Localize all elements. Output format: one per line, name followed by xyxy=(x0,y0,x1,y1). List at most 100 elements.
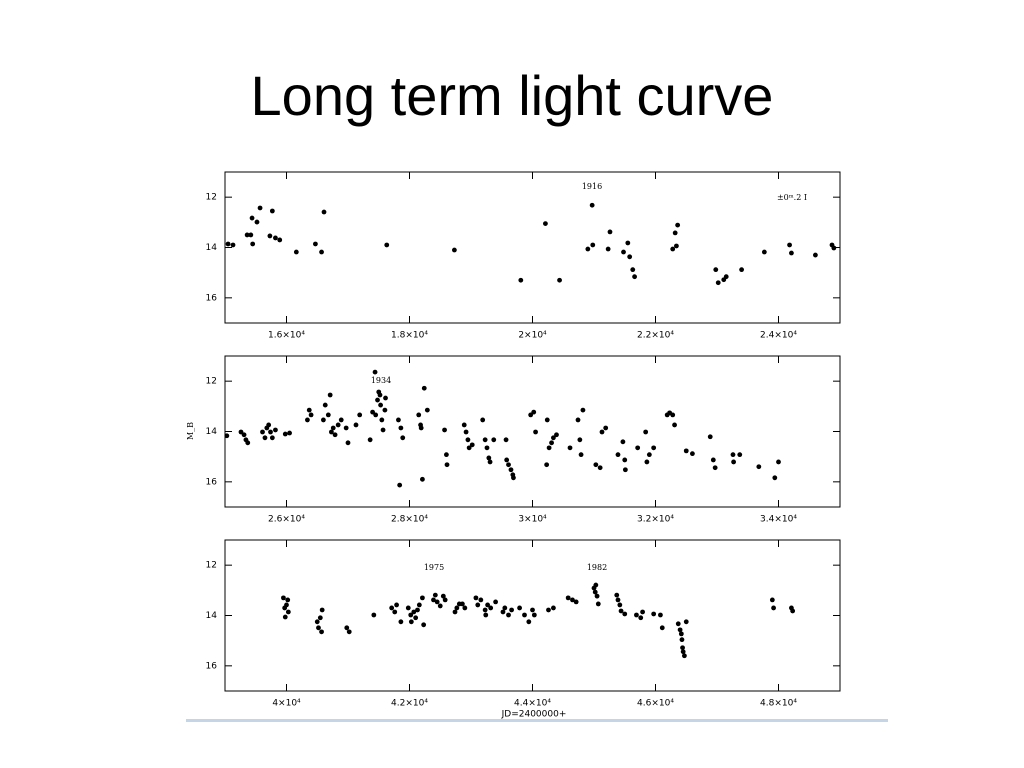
data-point xyxy=(421,622,427,628)
data-point xyxy=(504,457,510,463)
data-point xyxy=(761,249,767,255)
x-tick-label: 1.8×10⁴ xyxy=(391,331,428,341)
data-point xyxy=(599,429,605,435)
data-point xyxy=(672,422,677,428)
data-point xyxy=(546,445,552,451)
data-point xyxy=(615,452,621,458)
data-point xyxy=(680,649,686,655)
data-point xyxy=(595,601,601,607)
data-point xyxy=(593,582,599,588)
data-point xyxy=(277,237,283,243)
data-point xyxy=(690,451,695,457)
x-tick-label: 4.4×10⁴ xyxy=(514,699,551,709)
annotation: 1975 xyxy=(424,563,444,572)
data-point xyxy=(322,402,328,408)
data-point xyxy=(487,459,493,465)
data-point xyxy=(269,435,275,441)
x-tick-label: 3×10⁴ xyxy=(518,515,547,525)
data-point xyxy=(440,593,446,599)
data-point xyxy=(503,437,509,443)
data-point xyxy=(421,385,427,391)
data-point xyxy=(241,432,247,438)
x-tick-label: 2.2×10⁴ xyxy=(637,331,674,341)
data-point xyxy=(442,597,448,603)
data-point xyxy=(620,439,626,445)
data-point xyxy=(632,274,637,280)
data-point xyxy=(622,467,628,473)
data-point xyxy=(618,608,624,614)
plot-frame xyxy=(224,355,841,508)
data-point xyxy=(543,221,548,226)
data-point xyxy=(573,599,579,605)
data-point xyxy=(585,246,591,252)
plot-frame xyxy=(224,171,841,324)
data-point xyxy=(469,442,475,448)
data-point xyxy=(674,243,679,249)
data-point xyxy=(730,452,736,458)
data-point xyxy=(635,445,641,451)
data-point xyxy=(488,605,494,611)
data-point xyxy=(627,254,633,260)
data-point xyxy=(483,612,489,618)
data-point xyxy=(506,612,511,618)
data-point xyxy=(305,417,310,423)
data-point xyxy=(493,599,498,605)
data-point xyxy=(530,607,535,613)
slide-title: Long term light curve xyxy=(251,64,774,127)
data-point xyxy=(373,412,379,418)
data-point xyxy=(353,422,359,428)
data-point xyxy=(577,437,583,443)
data-point xyxy=(245,440,251,446)
data-point xyxy=(285,597,291,603)
footer-rule xyxy=(186,719,888,722)
data-point xyxy=(284,602,289,608)
x-tick-label: 4.2×10⁴ xyxy=(391,699,428,709)
y-tick-label: 14 xyxy=(206,243,218,253)
data-point xyxy=(486,455,492,461)
data-point xyxy=(557,277,562,283)
data-point xyxy=(511,475,516,481)
data-point xyxy=(707,434,713,440)
data-point xyxy=(675,621,681,627)
data-point xyxy=(769,597,775,603)
data-point xyxy=(528,412,534,418)
data-point xyxy=(382,407,388,413)
data-point xyxy=(651,611,657,617)
data-point xyxy=(484,445,490,451)
data-point xyxy=(224,433,230,439)
data-point xyxy=(710,457,716,463)
y-tick-label: 16 xyxy=(206,661,218,671)
data-point xyxy=(682,653,687,659)
data-point xyxy=(592,589,598,595)
data-point xyxy=(482,437,488,443)
data-point xyxy=(580,407,586,413)
data-point xyxy=(413,615,419,621)
data-point xyxy=(461,422,467,428)
data-point xyxy=(622,611,628,617)
data-point xyxy=(578,452,584,458)
data-point xyxy=(544,417,550,423)
data-point xyxy=(319,629,324,635)
data-point xyxy=(375,397,380,403)
data-point xyxy=(317,615,323,621)
data-point xyxy=(411,609,417,615)
data-point xyxy=(643,429,649,435)
data-point xyxy=(444,462,450,468)
data-point xyxy=(670,246,676,252)
data-point xyxy=(634,612,639,618)
data-point xyxy=(683,619,689,625)
data-point xyxy=(551,435,556,441)
data-point xyxy=(463,429,469,435)
y-tick-label: 16 xyxy=(206,293,218,303)
data-point xyxy=(325,412,331,418)
data-point xyxy=(282,614,288,620)
data-point xyxy=(518,277,524,283)
data-point xyxy=(416,602,422,608)
data-point xyxy=(444,452,449,458)
data-point xyxy=(575,417,581,423)
data-point xyxy=(420,595,425,601)
data-point xyxy=(603,425,609,431)
data-point xyxy=(567,445,573,451)
